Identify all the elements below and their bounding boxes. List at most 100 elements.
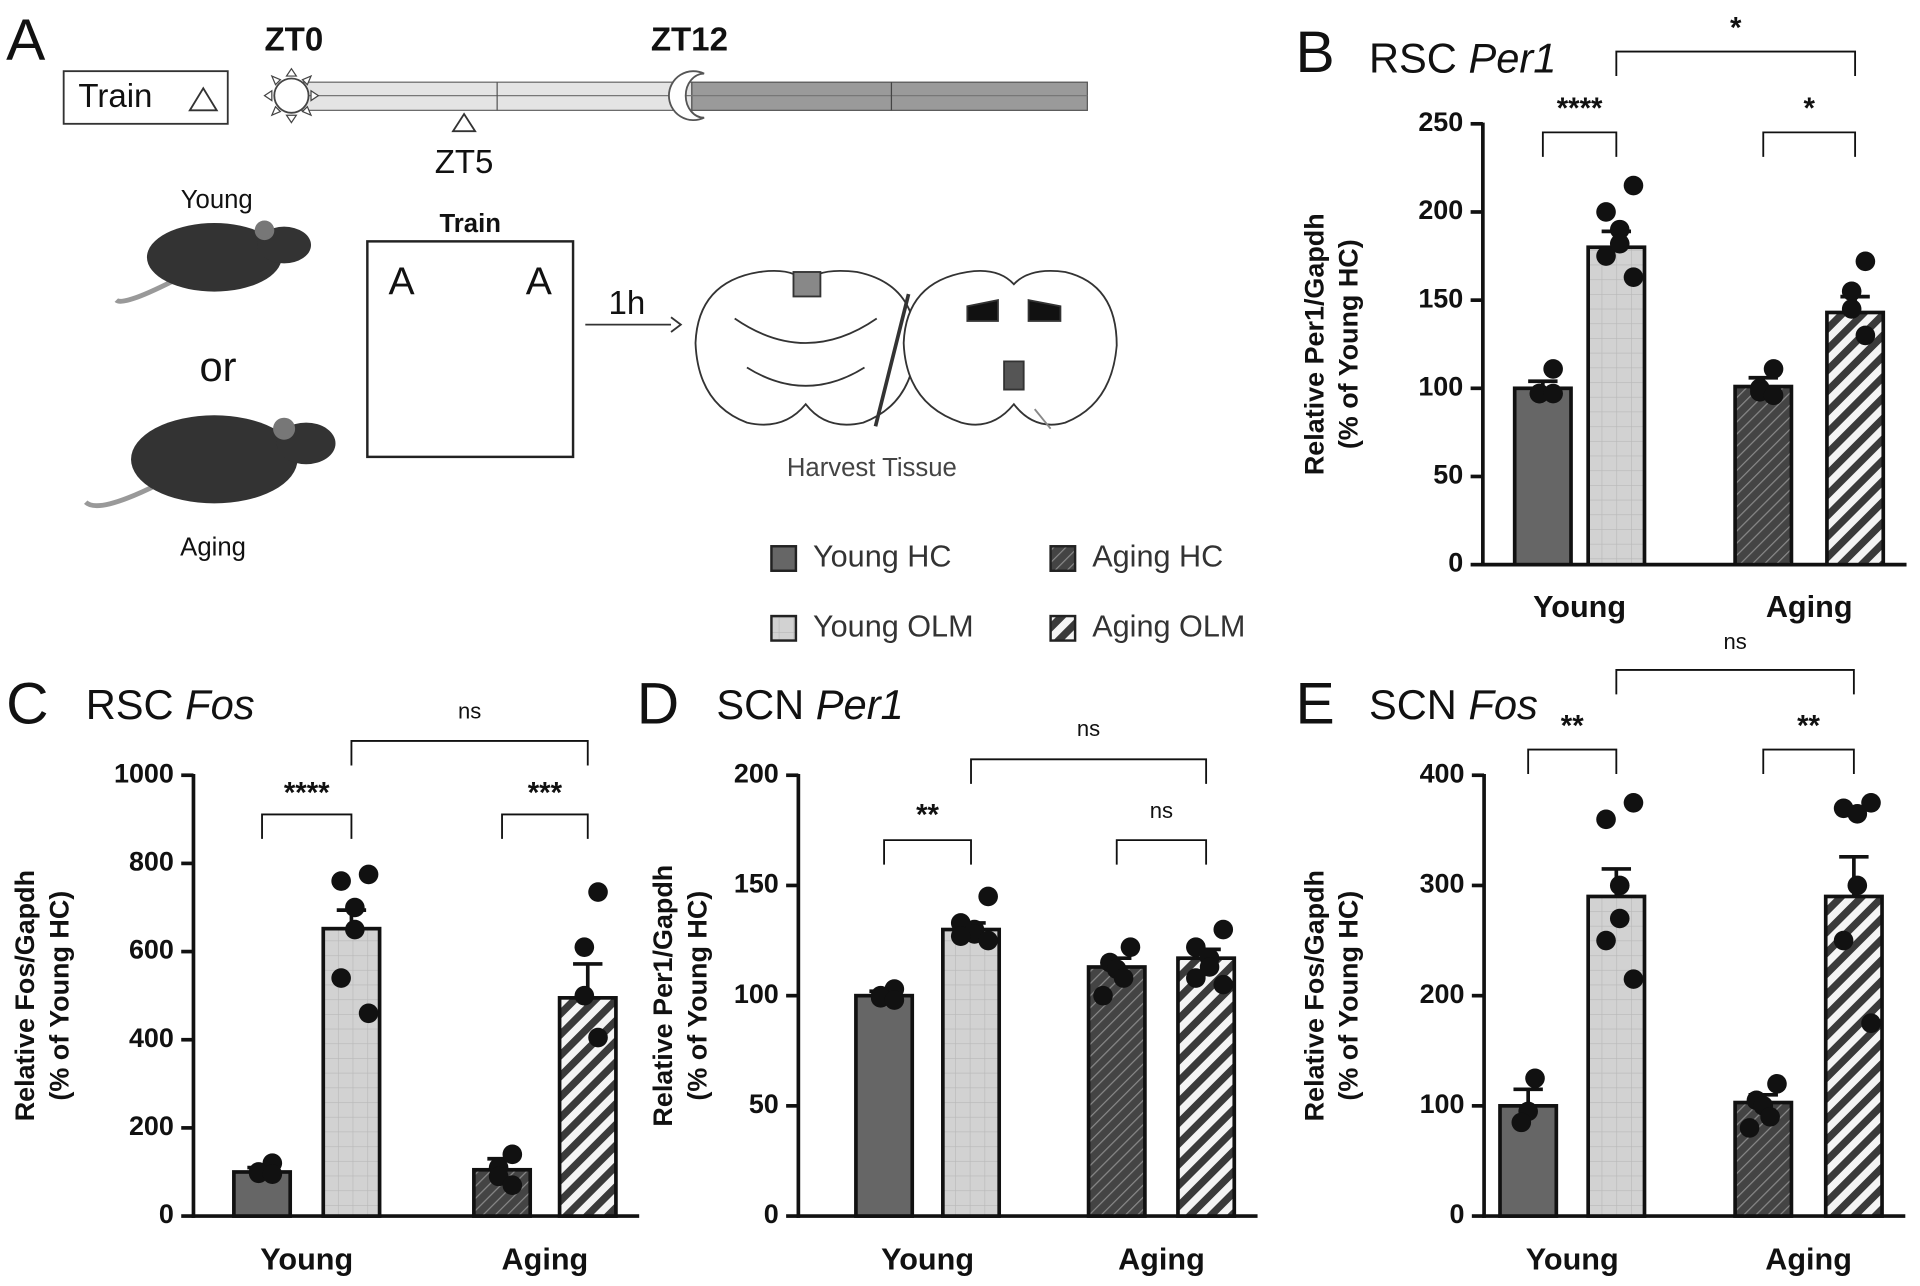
title-gene: Per1 [1468, 34, 1556, 81]
y-tick-label: 200 [734, 758, 779, 788]
data-point [1596, 246, 1616, 266]
significance-label: **** [1557, 92, 1603, 125]
significance-bracket [350, 740, 589, 766]
data-point [1841, 299, 1862, 319]
data-point [345, 919, 365, 940]
significance-bracket [1762, 748, 1855, 775]
data-point [884, 990, 905, 1010]
significance-bracket [1762, 131, 1857, 157]
legend-label: Aging HC [1092, 540, 1223, 574]
y-tick-label: 50 [749, 1089, 779, 1119]
data-point [1529, 383, 1550, 404]
legend: Young HC Young OLM Aging HC Aging OLM [770, 540, 1245, 643]
x-tick-label: Aging [502, 1242, 589, 1276]
data-point [1623, 969, 1644, 989]
bar [1733, 384, 1794, 567]
bar [1086, 965, 1147, 1218]
arrow-head [670, 316, 683, 333]
y-tick-label: 0 [764, 1199, 779, 1229]
significance-bracket [1115, 839, 1208, 865]
harvest-label: Harvest Tissue [787, 454, 957, 482]
bar [1586, 245, 1647, 567]
significance-label: ** [1561, 709, 1584, 742]
aging-label: Aging [180, 534, 246, 562]
data-point [1186, 937, 1206, 957]
title-region: RSC [86, 681, 174, 728]
data-point [950, 926, 971, 946]
bar [321, 926, 382, 1218]
significance-bracket [1615, 669, 1855, 695]
data-point [262, 1164, 283, 1184]
zt12-label: ZT12 [651, 22, 728, 59]
young-mouse [114, 220, 312, 304]
significance-label: * [1730, 11, 1742, 44]
data-point [1739, 1118, 1760, 1138]
y-axis-label: (% of Young HC) [44, 891, 74, 1101]
significance-label: **** [284, 777, 330, 810]
title-gene: Fos [1468, 681, 1537, 728]
train-marker [451, 112, 477, 133]
significance-label: * [1803, 92, 1815, 125]
data-point [345, 897, 365, 918]
legend-label: Young OLM [813, 609, 974, 643]
y-axis-label: (% of Young HC) [1334, 239, 1364, 449]
data-point [1833, 930, 1854, 951]
data-point [1113, 968, 1134, 988]
train-key: Train [78, 78, 152, 115]
zt5-label: ZT5 [435, 144, 494, 181]
title-region: RSC [1369, 34, 1457, 81]
legend-swatch [1049, 614, 1077, 642]
data-point [588, 1027, 608, 1048]
panel-letter: C [6, 671, 48, 736]
object-label: A [526, 261, 553, 304]
y-tick-label: 100 [734, 979, 779, 1009]
data-point [1623, 793, 1644, 813]
data-point [1623, 175, 1644, 196]
data-point [978, 930, 998, 951]
y-axis-label: (% of Young HC) [682, 891, 712, 1101]
data-point [1609, 233, 1630, 254]
chart-panel: D SCN Per1 Relative Per1/Gapdh (% of Young … [637, 671, 1258, 1276]
x-tick-label: Young [260, 1242, 353, 1276]
significance-bracket [261, 813, 353, 839]
young-label: Young [181, 186, 253, 214]
data-point [1763, 385, 1784, 406]
bar [1586, 894, 1647, 1218]
aging-mouse [83, 415, 336, 509]
significance-bracket [1527, 748, 1618, 775]
y-tick-label: 0 [1450, 1199, 1465, 1229]
significance-bracket [1615, 50, 1857, 77]
data-point [1847, 804, 1868, 824]
data-point [1186, 968, 1206, 988]
y-axis-label: (% of Young HC) [1334, 891, 1364, 1101]
data-point [1543, 359, 1563, 379]
significance-bracket [883, 839, 972, 865]
data-point [502, 1175, 523, 1195]
panel-letter: B [1296, 20, 1335, 85]
title-region: SCN [1369, 681, 1457, 728]
or-label: or [199, 343, 236, 390]
y-tick-label: 0 [1448, 548, 1463, 578]
bar [1823, 894, 1884, 1218]
significance-label: ns [458, 699, 481, 724]
title-region: SCN [716, 681, 804, 728]
data-point [1763, 359, 1784, 379]
y-tick-label: 100 [1418, 371, 1463, 401]
sun-rays [263, 67, 320, 124]
panel-letter: A [6, 8, 46, 73]
y-tick-label: 600 [129, 935, 174, 965]
data-point [1093, 985, 1113, 1006]
legend-label: Aging OLM [1092, 609, 1245, 643]
triangle-icon [188, 86, 219, 112]
data-point [1199, 957, 1220, 977]
data-point [502, 1144, 523, 1165]
y-tick-label: 200 [1420, 979, 1465, 1009]
significance-label: *** [528, 777, 563, 810]
data-point [588, 882, 608, 902]
significance-label: ns [1150, 798, 1173, 823]
data-point [331, 968, 351, 988]
data-point [1543, 383, 1563, 404]
data-point [1623, 267, 1644, 288]
data-point [1855, 325, 1876, 346]
